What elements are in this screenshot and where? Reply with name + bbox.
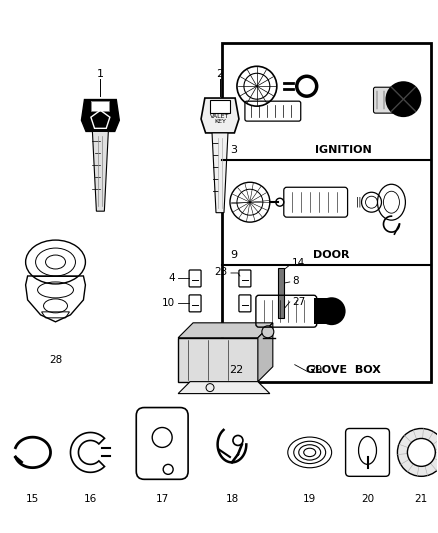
Text: 16: 16 bbox=[84, 494, 97, 504]
Polygon shape bbox=[178, 323, 273, 338]
Bar bbox=[178, 338, 258, 382]
Bar bbox=[314, 298, 332, 324]
Text: 8: 8 bbox=[292, 276, 298, 286]
Text: ||: || bbox=[355, 197, 362, 207]
Polygon shape bbox=[212, 133, 228, 213]
Circle shape bbox=[318, 297, 346, 325]
Text: 28: 28 bbox=[49, 354, 62, 365]
Text: 19: 19 bbox=[303, 494, 316, 504]
Bar bbox=[210, 100, 230, 113]
Text: 22: 22 bbox=[229, 365, 243, 375]
Circle shape bbox=[385, 81, 421, 117]
Text: 27: 27 bbox=[292, 297, 305, 307]
Text: VALET
KEY: VALET KEY bbox=[210, 114, 230, 124]
Polygon shape bbox=[81, 100, 119, 132]
Text: 15: 15 bbox=[26, 494, 39, 504]
Bar bbox=[92, 101, 110, 111]
Polygon shape bbox=[178, 382, 270, 393]
Text: 23: 23 bbox=[215, 267, 228, 277]
Polygon shape bbox=[258, 323, 273, 382]
Bar bbox=[92, 101, 110, 111]
Circle shape bbox=[397, 429, 438, 477]
Text: IGNITION: IGNITION bbox=[315, 144, 372, 155]
Text: 29: 29 bbox=[310, 365, 323, 375]
Text: 4: 4 bbox=[169, 273, 175, 283]
Circle shape bbox=[262, 326, 274, 338]
Text: GLOVE  BOX: GLOVE BOX bbox=[306, 365, 381, 375]
Text: 18: 18 bbox=[225, 494, 239, 504]
Text: 3: 3 bbox=[230, 144, 237, 155]
Text: 10: 10 bbox=[162, 298, 175, 308]
Bar bbox=[278, 268, 284, 318]
Circle shape bbox=[407, 439, 435, 466]
Text: 20: 20 bbox=[361, 494, 374, 504]
Text: 17: 17 bbox=[155, 494, 169, 504]
Bar bbox=[222, 43, 431, 382]
FancyBboxPatch shape bbox=[374, 87, 397, 113]
Text: 9: 9 bbox=[230, 250, 237, 260]
Text: 1: 1 bbox=[97, 69, 104, 78]
Text: 14: 14 bbox=[292, 258, 305, 268]
Polygon shape bbox=[92, 132, 108, 211]
Polygon shape bbox=[201, 98, 239, 133]
Text: 2: 2 bbox=[216, 69, 223, 78]
Text: DOOR: DOOR bbox=[313, 250, 349, 260]
Text: 21: 21 bbox=[415, 494, 428, 504]
